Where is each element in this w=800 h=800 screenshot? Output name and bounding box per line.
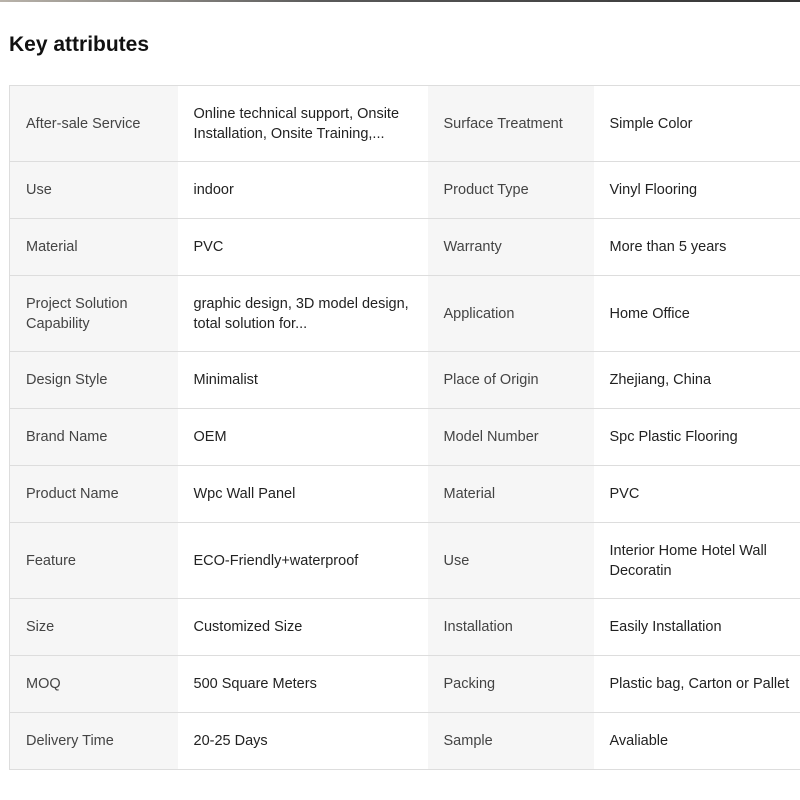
attribute-value: Home Office <box>593 275 800 352</box>
attribute-label: After-sale Service <box>9 85 178 162</box>
attribute-value: OEM <box>177 408 428 466</box>
attribute-label: Brand Name <box>9 408 178 466</box>
attribute-value: PVC <box>593 465 800 523</box>
attribute-label: Installation <box>427 598 594 656</box>
attribute-row: Material PVC Warranty More than 5 years <box>9 218 800 276</box>
attribute-row: Use indoor Product Type Vinyl Flooring <box>9 161 800 219</box>
attribute-label: Size <box>9 598 178 656</box>
attribute-value: Minimalist <box>177 351 428 409</box>
attribute-label: Product Name <box>9 465 178 523</box>
attribute-value: Avaliable <box>593 712 800 770</box>
attribute-label: Use <box>9 161 178 219</box>
attribute-label: Material <box>9 218 178 276</box>
attribute-row: Product Name Wpc Wall Panel Material PVC <box>9 465 800 523</box>
attribute-label: Warranty <box>427 218 594 276</box>
attribute-value: Wpc Wall Panel <box>177 465 428 523</box>
key-attributes-table: After-sale Service Online technical suppo… <box>9 85 800 770</box>
attribute-value: ECO-Friendly+waterproof <box>177 522 428 599</box>
attribute-label: Place of Origin <box>427 351 594 409</box>
attribute-label: MOQ <box>9 655 178 713</box>
attribute-value: More than 5 years <box>593 218 800 276</box>
attribute-label: Product Type <box>427 161 594 219</box>
attribute-label: Surface Treatment <box>427 85 594 162</box>
attribute-label: Application <box>427 275 594 352</box>
attribute-label: Delivery Time <box>9 712 178 770</box>
attribute-label: Feature <box>9 522 178 599</box>
attribute-value: Zhejiang, China <box>593 351 800 409</box>
attribute-row: After-sale Service Online technical suppo… <box>9 85 800 162</box>
attribute-value: Easily Installation <box>593 598 800 656</box>
attribute-value: Spc Plastic Flooring <box>593 408 800 466</box>
attribute-value: Plastic bag, Carton or Pallet <box>593 655 800 713</box>
attribute-value: graphic design, 3D model design, total s… <box>177 275 428 352</box>
top-image-edge <box>0 0 800 2</box>
attribute-value: 20-25 Days <box>177 712 428 770</box>
attribute-label: Use <box>427 522 594 599</box>
attribute-row: MOQ 500 Square Meters Packing Plastic bag, … <box>9 655 800 713</box>
attribute-value: Simple Color <box>593 85 800 162</box>
attribute-value: indoor <box>177 161 428 219</box>
attribute-value: PVC <box>177 218 428 276</box>
attribute-value: Interior Home Hotel Wall Decoratin <box>593 522 800 599</box>
attribute-label: Sample <box>427 712 594 770</box>
attribute-value: Vinyl Flooring <box>593 161 800 219</box>
attribute-value: 500 Square Meters <box>177 655 428 713</box>
attribute-label: Material <box>427 465 594 523</box>
attribute-row: Feature ECO-Friendly+waterproof Use Interio… <box>9 522 800 599</box>
attribute-label: Design Style <box>9 351 178 409</box>
attribute-row: Size Customized Size Installation Easily In… <box>9 598 800 656</box>
attribute-label: Model Number <box>427 408 594 466</box>
attribute-value: Customized Size <box>177 598 428 656</box>
attribute-label: Project Solution Capability <box>9 275 178 352</box>
section-title: Key attributes <box>9 33 150 56</box>
attribute-label: Packing <box>427 655 594 713</box>
attribute-row: Delivery Time 20-25 Days Sample Avaliable <box>9 712 800 770</box>
attribute-value: Online technical support, Onsite Install… <box>177 85 428 162</box>
attribute-row: Project Solution Capability graphic desig… <box>9 275 800 352</box>
attribute-row: Brand Name OEM Model Number Spc Plastic Flo… <box>9 408 800 466</box>
attribute-row: Design Style Minimalist Place of Origin Zhe… <box>9 351 800 409</box>
